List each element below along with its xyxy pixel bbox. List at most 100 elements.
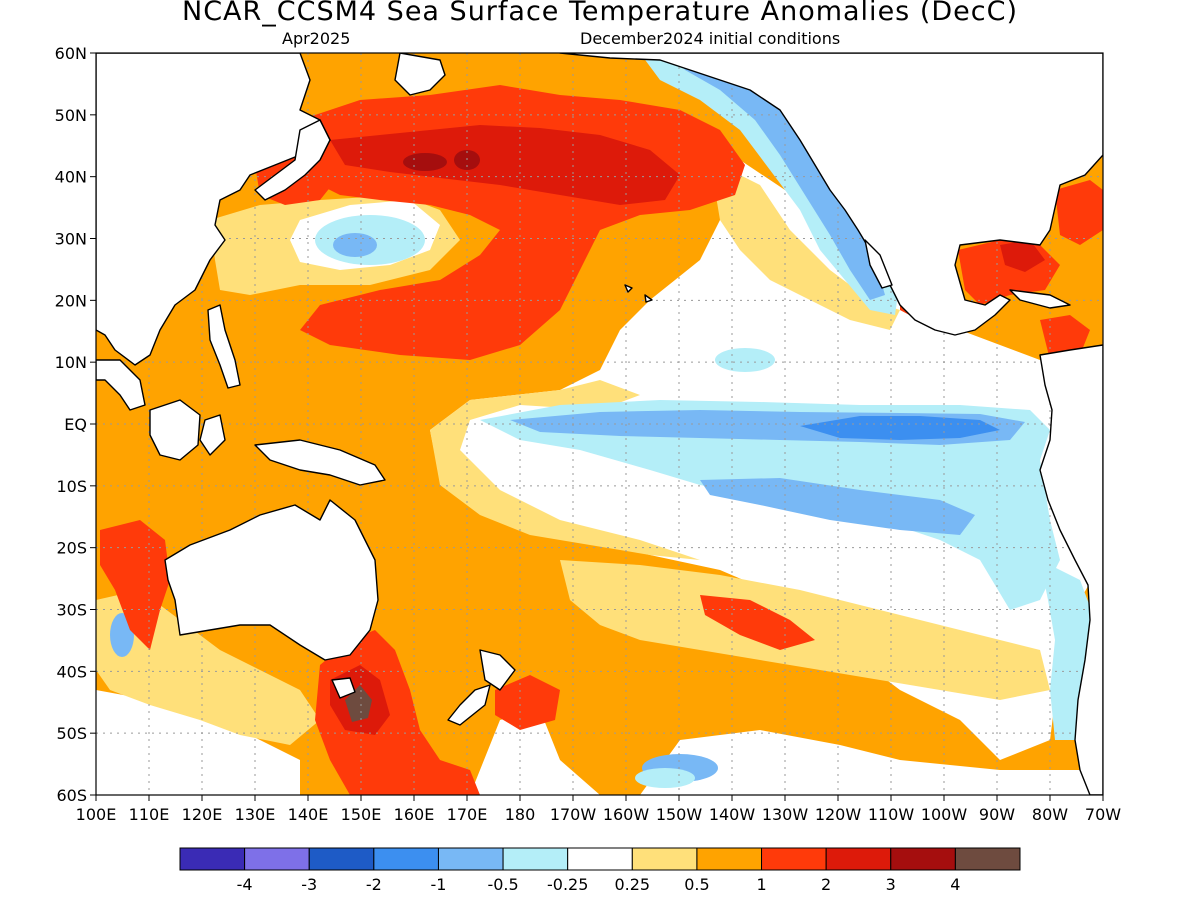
equatorial-yellow-band (430, 380, 700, 560)
lon-tick-label: 70W (1085, 805, 1121, 824)
lon-tick-label: 130W (762, 805, 809, 824)
legend-swatch (567, 847, 633, 871)
australia (164, 499, 379, 661)
northeast-cool-band (640, 53, 900, 315)
lon-tick-label: 130E (235, 805, 276, 824)
initial-conditions-label: December2024 initial conditions (580, 29, 841, 48)
lat-tick-label: 40S (56, 662, 87, 681)
legend-label: 2 (821, 875, 831, 894)
lon-tick-label: 110E (129, 805, 170, 824)
north-america (559, 53, 1103, 336)
valid-month-label: Apr2025 (282, 29, 351, 48)
legend-label: 1 (756, 875, 766, 894)
cuba (1009, 289, 1071, 309)
color-legend: -4 -3 -2 -1 -0.5 -0.25 0.25 0.5 1 2 3 4 (179, 847, 1021, 894)
legend-label: -4 (237, 875, 253, 894)
new-zealand-east-warm (495, 675, 560, 730)
lon-tick-label: 160W (603, 805, 650, 824)
lon-tick-label: 80W (1032, 805, 1068, 824)
philippines (207, 304, 241, 389)
south-neutral-3 (640, 730, 1103, 795)
us-east-coast-warm (1055, 180, 1103, 245)
graticule (96, 53, 1103, 795)
legend-swatch (308, 847, 375, 871)
lat-tick-label: 60S (56, 786, 87, 805)
legend-swatch (954, 847, 1021, 871)
indochina-malay (96, 359, 146, 411)
equatorial-cool-outer (480, 400, 1060, 610)
longitude-labels: 100E 110E 120E 130E 140E 150E 160E 170E 180 170W 1… (76, 795, 1121, 824)
asia-landmass (96, 53, 331, 366)
legend-label: 0.5 (684, 875, 709, 894)
tasman-brown (345, 685, 372, 722)
legend-swatch (890, 847, 956, 871)
lon-tick-label: 170E (447, 805, 488, 824)
legend-swatch (437, 847, 504, 871)
south-central-warm (700, 595, 815, 650)
legend-swatch (631, 847, 698, 871)
cool-patch-south-2 (635, 768, 695, 788)
lon-tick-label: 100E (76, 805, 117, 824)
lon-tick-label: 150E (341, 805, 382, 824)
legend-label: -1 (430, 875, 446, 894)
lon-tick-label: 110W (868, 805, 915, 824)
gulf-of-mexico-darkred (1000, 240, 1045, 272)
north-pacific-deepred-1 (403, 153, 447, 171)
map-title: NCAR_CCSM4 Sea Surface Temperature Anoma… (182, 0, 1018, 27)
lat-tick-label: 10N (55, 353, 87, 372)
lon-tick-label: 150W (656, 805, 703, 824)
new-zealand-north (479, 649, 516, 691)
west-australia-warm (100, 520, 170, 650)
lon-tick-label: 160E (394, 805, 435, 824)
latitude-labels: 60N 50N 40N 30N 20N 10N EQ 10S 20S 30S 40S 50S 60S (55, 44, 96, 805)
lon-tick-label: 90W (979, 805, 1015, 824)
legend-label: 0.25 (614, 875, 650, 894)
lat-tick-label: 30N (55, 230, 87, 249)
lat-tick-label: EQ (64, 415, 87, 434)
lat-tick-label: 40N (55, 168, 87, 187)
lat-tick-label: 10S (56, 477, 87, 496)
sulawesi (199, 414, 226, 456)
lon-tick-label: 140W (709, 805, 756, 824)
south-cool-band (700, 478, 975, 535)
legend-label: -0.25 (547, 875, 588, 894)
equatorial-cool-core (800, 416, 1000, 440)
legend-swatch (179, 847, 246, 871)
legend-swatch (696, 847, 763, 871)
legend-label: 3 (886, 875, 896, 894)
borneo (149, 399, 201, 461)
lat-tick-label: 50S (56, 724, 87, 743)
baja-california (864, 239, 893, 289)
coastlines (96, 53, 1103, 795)
legend-swatch (373, 847, 439, 871)
cool-patch-north-core (333, 233, 377, 257)
legend-label: -0.5 (487, 875, 518, 894)
lat-tick-label: 50N (55, 106, 87, 125)
south-neutral-2 (470, 710, 600, 795)
lon-tick-label: 120E (182, 805, 223, 824)
legend-swatch (825, 847, 892, 871)
lat-tick-label: 20S (56, 539, 87, 558)
hawaii (624, 284, 653, 303)
kamchatka (394, 53, 446, 96)
lon-tick-label: 170W (550, 805, 597, 824)
legend-swatch (244, 847, 310, 871)
legend-label: -3 (301, 875, 317, 894)
north-pacific-darkred (330, 125, 680, 205)
lon-tick-label: 180 (505, 805, 536, 824)
new-guinea (254, 439, 386, 486)
lon-tick-label: 100W (921, 805, 968, 824)
south-yellow-band (560, 560, 1050, 700)
cool-patch-central (715, 348, 775, 372)
lon-tick-label: 140E (288, 805, 329, 824)
legend-swatch (502, 847, 569, 871)
south-america (1039, 344, 1103, 795)
legend-label: -2 (366, 875, 382, 894)
south-neutral-1 (96, 690, 300, 795)
new-zealand-south (447, 684, 491, 726)
lat-tick-label: 30S (56, 601, 87, 620)
legend-label: 4 (950, 875, 960, 894)
lon-tick-label: 120W (815, 805, 862, 824)
lat-tick-label: 60N (55, 44, 87, 63)
